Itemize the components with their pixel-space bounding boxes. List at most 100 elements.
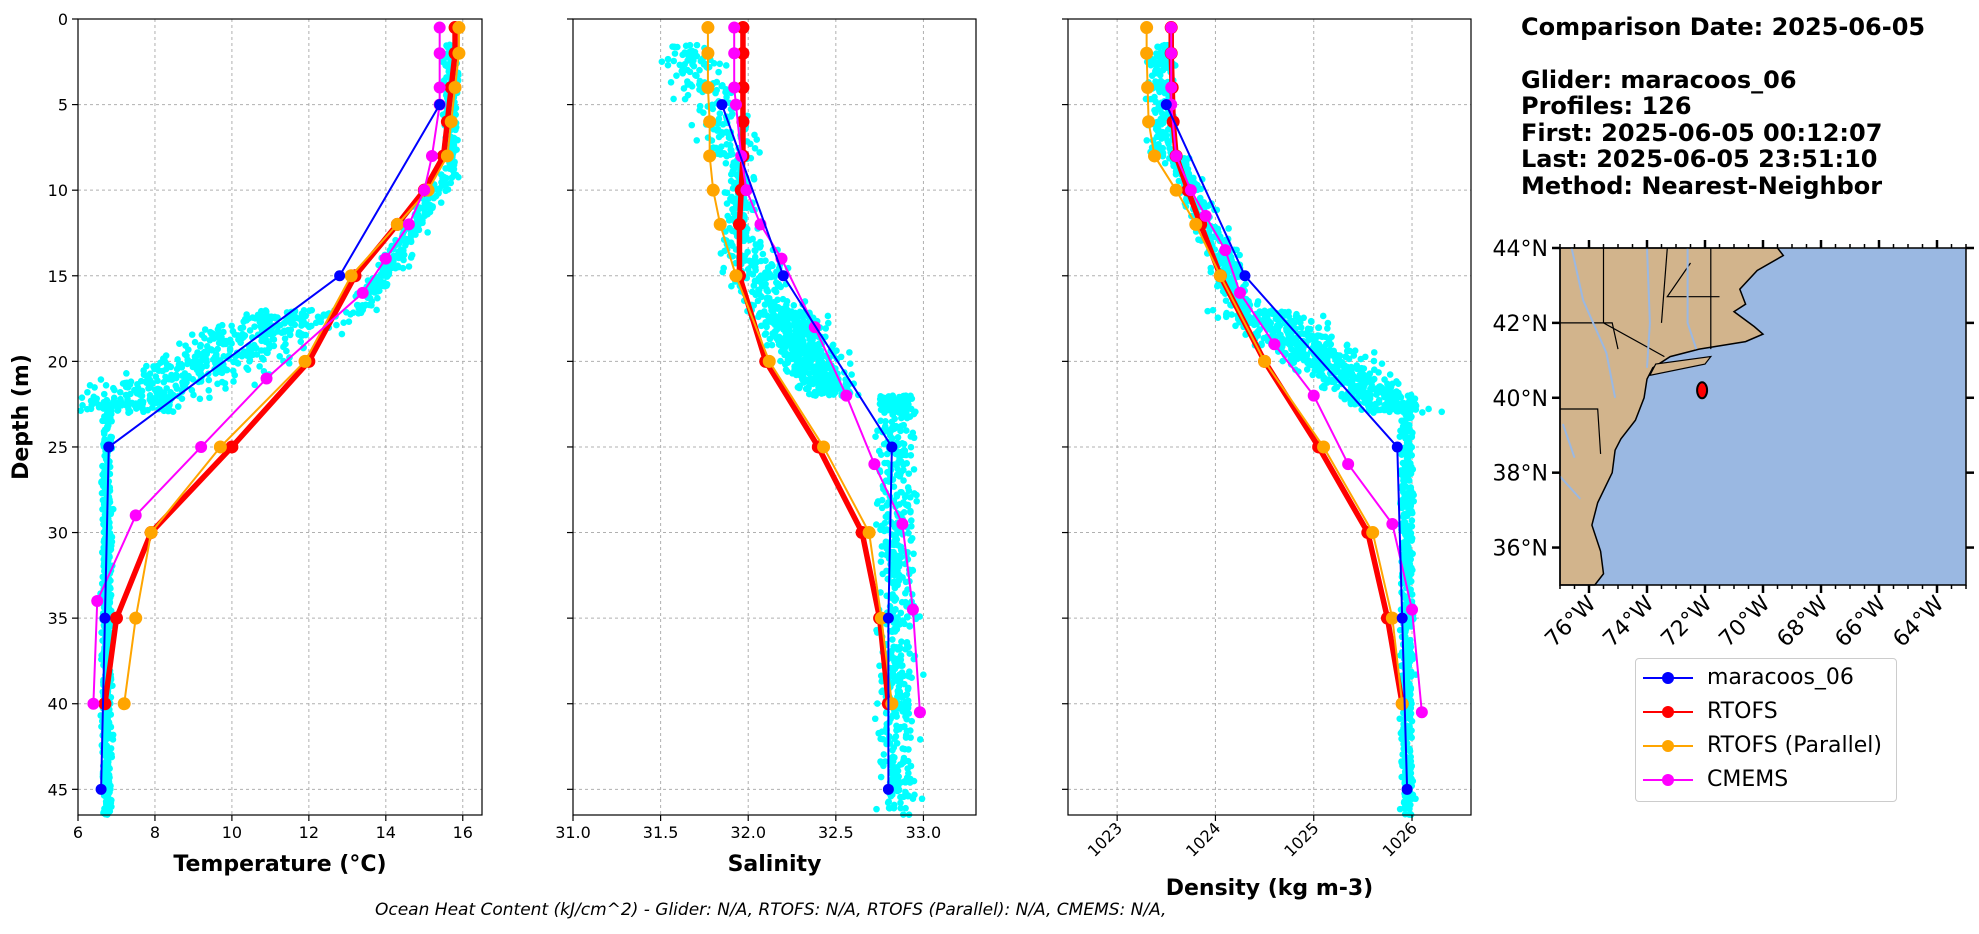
series-point xyxy=(896,517,909,530)
glider-point xyxy=(174,356,181,363)
river xyxy=(1686,248,1698,350)
glider-point xyxy=(886,432,894,439)
glider-point xyxy=(398,253,406,261)
glider-point xyxy=(1364,374,1372,382)
glider-point xyxy=(670,57,678,65)
glider-point xyxy=(1389,380,1396,388)
glider-point xyxy=(904,502,912,510)
series-point xyxy=(1391,441,1403,453)
glider-point xyxy=(127,378,135,386)
series-point xyxy=(777,270,789,282)
series-point xyxy=(1385,611,1399,625)
glider-point xyxy=(756,149,763,156)
glider-point xyxy=(266,329,274,337)
series-point xyxy=(91,595,104,608)
glider-point xyxy=(199,351,207,359)
glider-point xyxy=(910,466,918,473)
glider-point xyxy=(751,144,759,152)
series-point xyxy=(701,80,715,94)
glider-point xyxy=(379,272,387,279)
glider-point xyxy=(105,747,113,755)
glider-point xyxy=(874,700,881,707)
series-point xyxy=(703,115,717,129)
glider-point xyxy=(104,714,111,722)
series-point xyxy=(1169,183,1183,197)
glider-point xyxy=(1438,408,1446,416)
glider-point xyxy=(1407,774,1414,781)
glider-point xyxy=(763,295,771,303)
x-tick-label: 8 xyxy=(150,823,160,842)
glider-point xyxy=(1398,773,1406,781)
glider-point xyxy=(214,380,221,388)
glider-point xyxy=(756,244,764,251)
glider-point xyxy=(1366,393,1374,401)
glider-point xyxy=(673,72,680,79)
glider-point xyxy=(1408,537,1416,544)
y-tick-label: 15 xyxy=(48,267,68,286)
glider-point xyxy=(1254,332,1262,339)
glider-point xyxy=(872,433,879,440)
glider-point xyxy=(452,104,460,112)
glider-point xyxy=(680,85,688,92)
x-tick-label: 6 xyxy=(73,823,83,842)
series-point xyxy=(390,217,404,231)
x-tick-label: 31.5 xyxy=(643,823,679,842)
state-border xyxy=(1560,408,1602,454)
glider-point xyxy=(894,687,902,695)
glider-point xyxy=(908,717,916,725)
glider-point xyxy=(814,363,821,371)
glider-point xyxy=(904,684,912,692)
glider-point xyxy=(893,713,900,720)
glider-point xyxy=(669,43,676,50)
glider-point xyxy=(343,309,350,316)
glider-point xyxy=(1306,361,1313,368)
glider-point xyxy=(807,339,815,347)
glider-point xyxy=(772,313,780,321)
glider-point xyxy=(910,550,917,558)
glider-point xyxy=(834,385,842,392)
glider-point xyxy=(1425,405,1432,413)
series-point xyxy=(736,46,750,60)
glider-point xyxy=(778,336,785,344)
glider-point xyxy=(1228,311,1236,318)
series-point xyxy=(1213,269,1227,283)
glider-point xyxy=(716,60,724,68)
glider-point xyxy=(906,622,913,630)
glider-point xyxy=(693,41,701,49)
glider-point xyxy=(91,384,98,391)
glider-point xyxy=(1175,177,1183,185)
glider-point xyxy=(205,387,213,394)
map-lat-label: 42°N xyxy=(1493,312,1548,337)
glider-point xyxy=(1375,369,1382,376)
glider-point xyxy=(753,136,761,143)
glider-point xyxy=(877,451,885,458)
glider-point xyxy=(908,405,915,413)
glider-point xyxy=(751,247,758,254)
glider-point xyxy=(270,342,278,350)
glider-point xyxy=(769,304,776,312)
map-lat-label: 40°N xyxy=(1493,387,1548,412)
glider-point xyxy=(201,334,208,342)
glider-point xyxy=(719,81,726,89)
glider-point xyxy=(771,328,779,336)
glider-point xyxy=(722,159,730,167)
glider-point xyxy=(743,204,751,212)
series-point xyxy=(1165,47,1178,60)
glider-point xyxy=(1354,387,1362,395)
series-point xyxy=(1189,217,1203,231)
glider-point xyxy=(768,341,776,349)
glider-point xyxy=(338,330,346,338)
glider-point xyxy=(405,237,412,244)
glider-point xyxy=(807,375,814,383)
glider-point xyxy=(890,804,898,812)
series-point xyxy=(1142,115,1156,129)
glider-point xyxy=(750,302,758,309)
glider-point xyxy=(164,407,172,415)
glider-point xyxy=(897,609,905,617)
glider-point xyxy=(303,321,310,328)
series-point xyxy=(1366,526,1380,540)
glider-point xyxy=(746,236,753,244)
glider-point xyxy=(276,352,284,360)
glider-scatter xyxy=(1142,41,1446,819)
